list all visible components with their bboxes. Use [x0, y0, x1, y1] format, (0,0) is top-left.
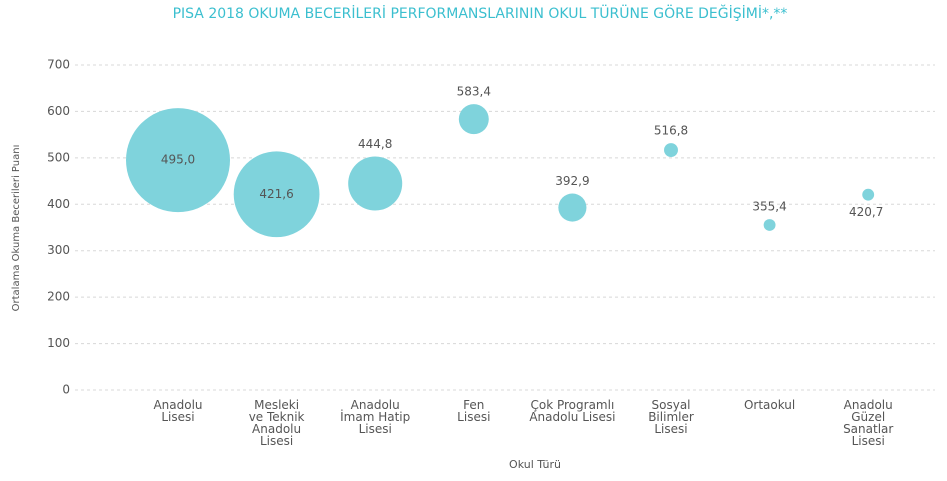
x-tick-line: Bilimler [648, 410, 694, 424]
x-tick-line: Güzel [851, 410, 885, 424]
data-label: 355,4 [752, 200, 786, 214]
bubble [126, 108, 230, 213]
x-tick-line: İmam Hatip [340, 409, 410, 424]
x-tick-line: Anadolu [844, 398, 893, 412]
data-label: 583,4 [457, 85, 491, 99]
bubble [862, 188, 875, 201]
y-tick-label: 300 [47, 243, 70, 257]
x-tick-line: Çok Programlı [531, 398, 615, 412]
x-tick-label: Ortaokul [744, 398, 795, 412]
x-tick-line: Mesleki [254, 398, 299, 412]
x-tick-line: Fen [463, 398, 484, 412]
data-label: 495,0 [161, 153, 195, 167]
x-tick-line: Anadolu Lisesi [529, 410, 615, 424]
x-tick-line: Anadolu [153, 398, 202, 412]
data-label: 444,8 [358, 137, 392, 151]
bubble [233, 151, 320, 238]
x-tick-line: Lisesi [457, 410, 490, 424]
x-tick-label: Çok Programlı Anadolu Lisesi [529, 398, 615, 424]
x-tick-line: Sanatlar [843, 422, 893, 436]
x-tick-line: Ortaokul [744, 398, 795, 412]
x-tick-line: Anadolu [252, 422, 301, 436]
x-tick-line: Anadolu [351, 398, 400, 412]
bubble [348, 156, 403, 211]
x-tick-label: Anadolu Güzel Sanatlar Lisesi [843, 398, 893, 448]
y-tick-label: 100 [47, 336, 70, 350]
x-axis-label: Okul Türü [509, 458, 561, 471]
x-tick-label: Anadolu İmam Hatip Lisesi [340, 398, 410, 436]
x-tick-label: Mesleki ve Teknik Anadolu Lisesi [249, 398, 305, 448]
y-tick-label: 200 [47, 290, 70, 304]
x-tick-line: Sosyal [652, 398, 691, 412]
y-tick-label: 500 [47, 150, 70, 164]
data-label: 392,9 [555, 174, 589, 188]
x-tick-line: ve Teknik [249, 410, 305, 424]
y-tick-label: 400 [47, 197, 70, 211]
data-label: 421,6 [259, 187, 293, 201]
chart-title: PISA 2018 OKUMA BECERİLERİ PERFORMANSLAR… [173, 4, 788, 22]
x-tick-line: Lisesi [161, 410, 194, 424]
data-label: 420,7 [849, 205, 883, 219]
bubble [458, 104, 489, 135]
x-tick-line: Lisesi [260, 434, 293, 448]
y-tick-label: 600 [47, 104, 70, 118]
x-tick-line: Lisesi [654, 422, 687, 436]
bubble [664, 143, 678, 158]
y-axis-label: Ortalama Okuma Becerileri Puanı [11, 145, 22, 312]
x-tick-label: Anadolu Lisesi [153, 398, 202, 424]
bubble [763, 219, 776, 231]
bubble [558, 193, 587, 222]
y-tick-label: 700 [47, 58, 70, 72]
y-tick-label: 0 [62, 383, 70, 397]
x-tick-line: Lisesi [359, 422, 392, 436]
x-tick-label: Fen Lisesi [457, 398, 490, 424]
data-label: 516,8 [654, 124, 688, 138]
x-tick-label: Sosyal Bilimler Lisesi [648, 398, 694, 436]
x-tick-line: Lisesi [852, 434, 885, 448]
